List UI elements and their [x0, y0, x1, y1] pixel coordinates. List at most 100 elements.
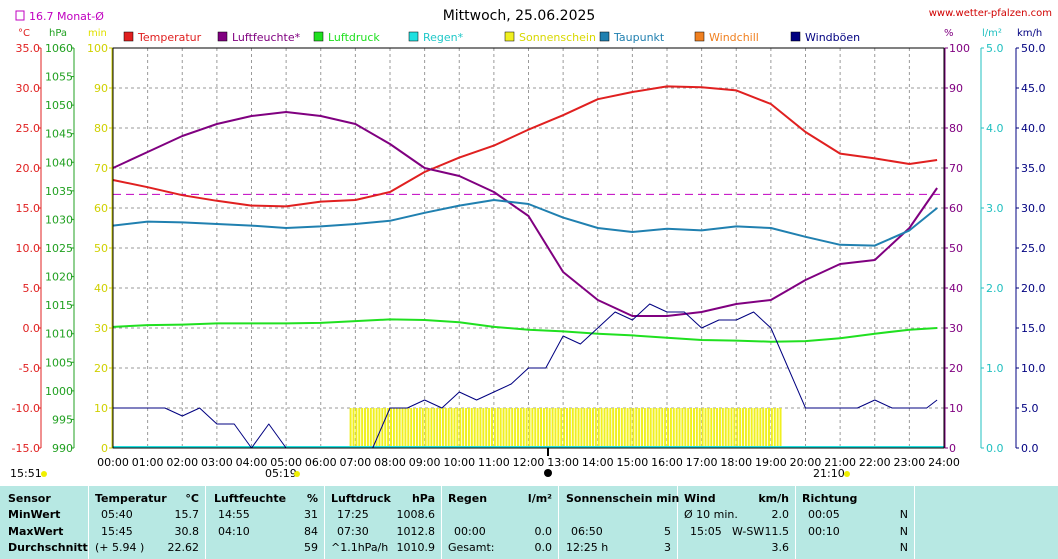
rain-avg-value: 0.0: [534, 541, 553, 554]
sunshine-bar: [747, 408, 750, 448]
chart-title: Mittwoch, 25.06.2025: [443, 8, 596, 24]
wind-tick-label: 45.0: [1021, 82, 1046, 95]
press-min-value: 1008.6: [396, 508, 436, 521]
sunshine-bar: [721, 408, 724, 448]
sunshine-bar: [744, 408, 747, 448]
col-wind: Wind km/h Ø 10 min. 2.0 15:05 W-SW 11.5 …: [678, 486, 796, 559]
wind-tick-label: 20.0: [1021, 282, 1046, 295]
wind-tick-label: 50.0: [1021, 42, 1046, 55]
rain-avg-note: Gesamt:: [448, 541, 495, 554]
col-temp: Temperatur °C 05:40 15.7 15:45 30.8 (+ 5…: [89, 486, 206, 559]
series-line-temperatur: [112, 85, 938, 208]
sunshine-bar: [459, 408, 462, 448]
sunset-icon: [844, 471, 850, 477]
press-avg-note: ^1.1hPa/h: [331, 541, 389, 554]
sunshine-unit: min: [88, 28, 107, 39]
wind-max-value: 11.5: [764, 525, 790, 538]
sunshine-bar: [655, 408, 658, 448]
humidity-tick-label: 50: [949, 242, 963, 255]
sunshine-bar: [453, 408, 456, 448]
sunshine-bar: [415, 408, 418, 448]
humidity-tick-label: 60: [949, 202, 963, 215]
wind-tick-label: 25.0: [1021, 242, 1046, 255]
sunshine-bar: [606, 408, 609, 448]
temp-unit: °C: [18, 28, 30, 39]
legend-label: Windchill: [709, 31, 759, 44]
sunshine-bar: [629, 408, 632, 448]
sunshine-tick-label: 30: [94, 322, 108, 335]
humidity-unit: %: [944, 28, 954, 39]
temp-tick-label: 10.0: [16, 242, 41, 255]
sunshine-bar: [704, 408, 707, 448]
x-tick-label: 16:00: [651, 456, 683, 469]
sunshine-bar: [444, 408, 447, 448]
sunshine-bar: [759, 408, 762, 448]
sunshine-tick-label: 100: [87, 42, 108, 55]
hum-header: Luftfeuchte: [214, 492, 287, 505]
x-tick-label: 04:00: [236, 456, 268, 469]
rain-max-value: 0.0: [534, 525, 553, 538]
sunrise-label: 05:19: [265, 467, 297, 480]
humidity-tick-label: 100: [949, 42, 970, 55]
legend-swatch: [504, 31, 515, 42]
sunshine-bar: [609, 408, 612, 448]
sunshine-bar: [465, 408, 468, 448]
press-min-time: 17:25: [337, 508, 369, 521]
rain-header-unit: l/m²: [527, 492, 552, 505]
legend-swatch: [313, 31, 324, 42]
sunshine-bar: [537, 408, 540, 448]
temp-tick-label: 0.0: [23, 322, 41, 335]
x-tick-label: 09:00: [409, 456, 441, 469]
sunshine-bar: [551, 408, 554, 448]
pressure-tick-label: 1035: [45, 185, 73, 198]
sunshine-bar: [597, 408, 600, 448]
sunshine-bar: [482, 408, 485, 448]
sunshine-bar: [638, 408, 641, 448]
sunshine-bar: [727, 408, 730, 448]
sunshine-bar: [765, 408, 768, 448]
sun-avg-note: 12:25 h: [566, 541, 609, 554]
temp-avg-value: 22.62: [167, 541, 200, 554]
temp-max-time: 15:45: [101, 525, 133, 538]
sunshine-tick-label: 40: [94, 282, 108, 295]
sunshine-bar: [695, 408, 698, 448]
sunshine-bar: [407, 408, 410, 448]
sunshine-bar: [436, 408, 439, 448]
sunshine-bar: [623, 408, 626, 448]
source-label: www.wetter-pfalzen.com: [929, 8, 1052, 19]
press-header: Luftdruck: [331, 492, 391, 505]
sunshine-bar: [401, 408, 404, 448]
wind-tick-label: 10.0: [1021, 362, 1046, 375]
x-tick-label: 10:00: [443, 456, 475, 469]
dir-avg-value: N: [899, 541, 908, 554]
sun-max-time: 06:50: [571, 525, 603, 538]
sunshine-bar: [485, 408, 488, 448]
hum-header-unit: %: [306, 492, 318, 505]
rain-tick-label: 0.0: [986, 442, 1004, 455]
sunshine-bar: [583, 408, 586, 448]
sunshine-bar: [635, 408, 638, 448]
sunshine-bar: [372, 408, 375, 448]
legend-label: Luftfeuchte*: [232, 31, 301, 44]
sunshine-bar: [603, 408, 606, 448]
x-tick-label: 13:00: [547, 456, 579, 469]
humidity-tick-label: 90: [949, 82, 963, 95]
sunshine-bar: [756, 408, 759, 448]
temp-tick-label: 5.0: [23, 282, 41, 295]
sunshine-bar: [355, 408, 358, 448]
pressure-tick-label: 1050: [45, 99, 73, 112]
wind-tick-label: 30.0: [1021, 202, 1046, 215]
x-tick-label: 08:00: [374, 456, 406, 469]
pressure-tick-label: 1060: [45, 42, 73, 55]
sunshine-bar: [716, 408, 719, 448]
sunshine-bar: [568, 408, 571, 448]
sunshine-bar: [430, 408, 433, 448]
sunshine-bar: [658, 408, 661, 448]
temp-min-value: 15.7: [174, 508, 200, 521]
hum-max-value: 84: [304, 525, 318, 538]
pressure-tick-label: 1015: [45, 299, 73, 312]
wind-max-direction: W-SW: [732, 525, 765, 538]
press-max-value: 1012.8: [396, 525, 436, 538]
sunshine-tick-label: 10: [94, 402, 108, 415]
sunshine-bar: [563, 408, 566, 448]
